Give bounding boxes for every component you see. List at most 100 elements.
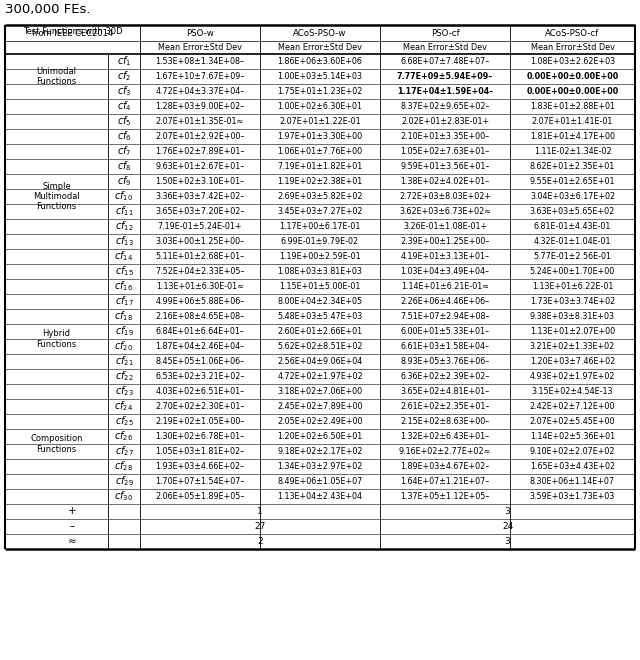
Text: 2.45E+02±7.89E+00: 2.45E+02±7.89E+00: [277, 402, 363, 411]
Text: 2.10E+01±3.35E+00–: 2.10E+01±3.35E+00–: [401, 132, 490, 141]
Text: 6.53E+02±3.21E+02–: 6.53E+02±3.21E+02–: [156, 372, 244, 381]
Text: 2.72E+03±8.03E+02+: 2.72E+03±8.03E+02+: [399, 192, 491, 201]
Text: PSO-cf: PSO-cf: [431, 28, 460, 38]
Text: 3.62E+03±6.73E+02≈: 3.62E+03±6.73E+02≈: [399, 207, 491, 216]
Text: 6.36E+02±2.39E+02–: 6.36E+02±2.39E+02–: [400, 372, 490, 381]
Text: Unimodal
Functions: Unimodal Functions: [36, 67, 77, 86]
Text: 1.93E+03±4.66E+02–: 1.93E+03±4.66E+02–: [156, 462, 244, 471]
Text: 8.00E+04±2.34E+05: 8.00E+04±2.34E+05: [277, 297, 363, 306]
Text: 1.28E+03±9.00E+02–: 1.28E+03±9.00E+02–: [156, 102, 244, 111]
Text: 5.77E-01±2.56E-01: 5.77E-01±2.56E-01: [534, 252, 611, 261]
Text: 4.99E+06±5.88E+06–: 4.99E+06±5.88E+06–: [156, 297, 244, 306]
Text: $cf_{16}$: $cf_{16}$: [115, 280, 134, 294]
Text: 3: 3: [504, 537, 510, 546]
Text: Test Functions with 30D: Test Functions with 30D: [22, 27, 122, 36]
Text: 1.17E+04±1.59E+04–: 1.17E+04±1.59E+04–: [397, 87, 493, 96]
Text: $cf_{28}$: $cf_{28}$: [115, 459, 134, 473]
Text: 2.16E+08±4.65E+08–: 2.16E+08±4.65E+08–: [156, 312, 244, 321]
Text: 1.13E+01±6.22E-01: 1.13E+01±6.22E-01: [532, 282, 613, 291]
Text: $cf_{11}$: $cf_{11}$: [115, 205, 133, 218]
Text: 5.24E+00±1.70E+00: 5.24E+00±1.70E+00: [530, 267, 615, 276]
Text: 2.05E+02±2.49E+00: 2.05E+02±2.49E+00: [277, 417, 363, 426]
Text: $cf_{1}$: $cf_{1}$: [116, 55, 131, 69]
Text: 24: 24: [502, 522, 513, 531]
Text: 7.51E+07±2.94E+08–: 7.51E+07±2.94E+08–: [400, 312, 490, 321]
Text: 1.81E+01±4.17E+00: 1.81E+01±4.17E+00: [530, 132, 615, 141]
Text: 1.70E+07±1.54E+07–: 1.70E+07±1.54E+07–: [156, 477, 244, 486]
Text: 1.53E+08±1.34E+08–: 1.53E+08±1.34E+08–: [156, 57, 244, 66]
Text: 9.10E+02±2.07E+02: 9.10E+02±2.07E+02: [530, 447, 615, 456]
Text: $cf_{23}$: $cf_{23}$: [115, 385, 134, 399]
Text: 2.15E+02±8.63E+00–: 2.15E+02±8.63E+00–: [401, 417, 490, 426]
Text: ACoS-PSO-cf: ACoS-PSO-cf: [545, 28, 600, 38]
Text: 300,000 FEs.: 300,000 FEs.: [5, 3, 90, 16]
Text: 1: 1: [257, 507, 263, 516]
Text: 2.19E+02±1.05E+00–: 2.19E+02±1.05E+00–: [156, 417, 244, 426]
Text: 9.59E+01±3.56E+01–: 9.59E+01±3.56E+01–: [400, 162, 490, 171]
Text: 1.67E+10±7.67E+09–: 1.67E+10±7.67E+09–: [156, 72, 244, 81]
Text: 1.76E+02±7.89E+01–: 1.76E+02±7.89E+01–: [156, 147, 244, 156]
Text: 5.62E+02±8.51E+02: 5.62E+02±8.51E+02: [277, 342, 363, 351]
Text: 1.13E+01±2.07E+00: 1.13E+01±2.07E+00: [530, 327, 615, 336]
Text: 7.77E+09±5.94E+09–: 7.77E+09±5.94E+09–: [397, 72, 493, 81]
Text: 6.68E+07±7.48E+07–: 6.68E+07±7.48E+07–: [401, 57, 490, 66]
Text: $cf_{21}$: $cf_{21}$: [115, 354, 133, 368]
Text: 1.64E+07±1.21E+07–: 1.64E+07±1.21E+07–: [401, 477, 490, 486]
Text: 9.18E+02±2.17E+02: 9.18E+02±2.17E+02: [277, 447, 363, 456]
Text: 27: 27: [254, 522, 266, 531]
Text: 8.45E+05±1.06E+06–: 8.45E+05±1.06E+06–: [156, 357, 244, 366]
Text: Mean Error±Std Dev: Mean Error±Std Dev: [278, 43, 362, 52]
Text: 1.06E+01±7.76E+00: 1.06E+01±7.76E+00: [277, 147, 363, 156]
Text: $cf_{19}$: $cf_{19}$: [115, 325, 134, 339]
Text: 1.00E+02±6.30E+01: 1.00E+02±6.30E+01: [278, 102, 362, 111]
Text: 2.42E+02±7.12E+00: 2.42E+02±7.12E+00: [530, 402, 615, 411]
Text: 8.30E+06±1.14E+07: 8.30E+06±1.14E+07: [530, 477, 615, 486]
Text: $cf_{13}$: $cf_{13}$: [115, 234, 134, 248]
Text: $cf_{17}$: $cf_{17}$: [115, 294, 134, 308]
Text: 6.99E-01±9.79E-02: 6.99E-01±9.79E-02: [281, 237, 359, 246]
Text: 3.26E-01±1.08E-01+: 3.26E-01±1.08E-01+: [403, 222, 487, 231]
Text: Mean Error±Std Dev: Mean Error±Std Dev: [531, 43, 614, 52]
Text: 1.34E+03±2.97E+02: 1.34E+03±2.97E+02: [277, 462, 363, 471]
Text: Hybrid
Functions: Hybrid Functions: [36, 329, 77, 348]
Text: 7.52E+04±2.33E+05–: 7.52E+04±2.33E+05–: [156, 267, 244, 276]
Text: 1.73E+03±3.74E+02: 1.73E+03±3.74E+02: [530, 297, 615, 306]
Text: 3.59E+03±1.73E+03: 3.59E+03±1.73E+03: [530, 492, 615, 501]
Text: 1.37E+05±1.12E+05–: 1.37E+05±1.12E+05–: [400, 492, 490, 501]
Text: 9.38E+03±8.31E+03: 9.38E+03±8.31E+03: [530, 312, 615, 321]
Text: 5.11E+01±2.68E+01–: 5.11E+01±2.68E+01–: [156, 252, 244, 261]
Text: 6.00E+01±5.33E+01–: 6.00E+01±5.33E+01–: [401, 327, 490, 336]
Text: Simple
Multimodal
Functions: Simple Multimodal Functions: [33, 182, 80, 211]
Text: $cf_{3}$: $cf_{3}$: [116, 84, 131, 98]
Text: 0.00E+00±0.00E+00: 0.00E+00±0.00E+00: [526, 72, 619, 81]
Text: 1.11E-02±1.34E-02: 1.11E-02±1.34E-02: [534, 147, 611, 156]
Text: 8.62E+01±2.35E+01: 8.62E+01±2.35E+01: [530, 162, 615, 171]
Text: 1.32E+02±6.43E+01–: 1.32E+02±6.43E+01–: [401, 432, 490, 441]
Text: 6.61E+03±1.58E+04–: 6.61E+03±1.58E+04–: [401, 342, 490, 351]
Text: $cf_{25}$: $cf_{25}$: [115, 414, 134, 428]
Text: 4.32E-01±1.04E-01: 4.32E-01±1.04E-01: [534, 237, 611, 246]
Text: 7.19E-01±5.24E-01+: 7.19E-01±5.24E-01+: [157, 222, 243, 231]
Text: 6.81E-01±4.43E-01: 6.81E-01±4.43E-01: [534, 222, 611, 231]
Text: 4.93E+02±1.97E+02: 4.93E+02±1.97E+02: [530, 372, 615, 381]
Text: 2.39E+00±1.25E+00–: 2.39E+00±1.25E+00–: [400, 237, 490, 246]
Text: 3.04E+03±6.17E+02: 3.04E+03±6.17E+02: [530, 192, 615, 201]
Text: 2.61E+02±2.35E+01–: 2.61E+02±2.35E+01–: [400, 402, 490, 411]
Text: 2: 2: [257, 537, 263, 546]
Text: 1.75E+01±1.23E+02: 1.75E+01±1.23E+02: [277, 87, 363, 96]
Text: 3.63E+03±5.65E+02: 3.63E+03±5.65E+02: [530, 207, 615, 216]
Text: 3.45E+03±7.27E+02: 3.45E+03±7.27E+02: [277, 207, 363, 216]
Text: $cf_{24}$: $cf_{24}$: [115, 399, 134, 413]
Text: 3.36E+03±7.42E+02–: 3.36E+03±7.42E+02–: [156, 192, 244, 201]
Text: 1.19E+00±2.59E-01: 1.19E+00±2.59E-01: [279, 252, 361, 261]
Text: 1.05E+02±7.63E+01–: 1.05E+02±7.63E+01–: [401, 147, 490, 156]
Text: 8.93E+05±3.76E+06–: 8.93E+05±3.76E+06–: [401, 357, 490, 366]
Text: Mean Error±Std Dev: Mean Error±Std Dev: [403, 43, 487, 52]
Text: $cf_{8}$: $cf_{8}$: [116, 160, 131, 174]
Text: 9.16E+02±2.77E+02≈: 9.16E+02±2.77E+02≈: [399, 447, 491, 456]
Text: 1.17E+00±6.17E-01: 1.17E+00±6.17E-01: [279, 222, 361, 231]
Text: 1.20E+03±7.46E+02: 1.20E+03±7.46E+02: [530, 357, 615, 366]
Text: 1.08E+03±2.62E+03: 1.08E+03±2.62E+03: [530, 57, 615, 66]
Text: 1.30E+02±6.78E+01–: 1.30E+02±6.78E+01–: [156, 432, 244, 441]
Text: 9.55E+01±2.65E+01: 9.55E+01±2.65E+01: [530, 177, 615, 186]
